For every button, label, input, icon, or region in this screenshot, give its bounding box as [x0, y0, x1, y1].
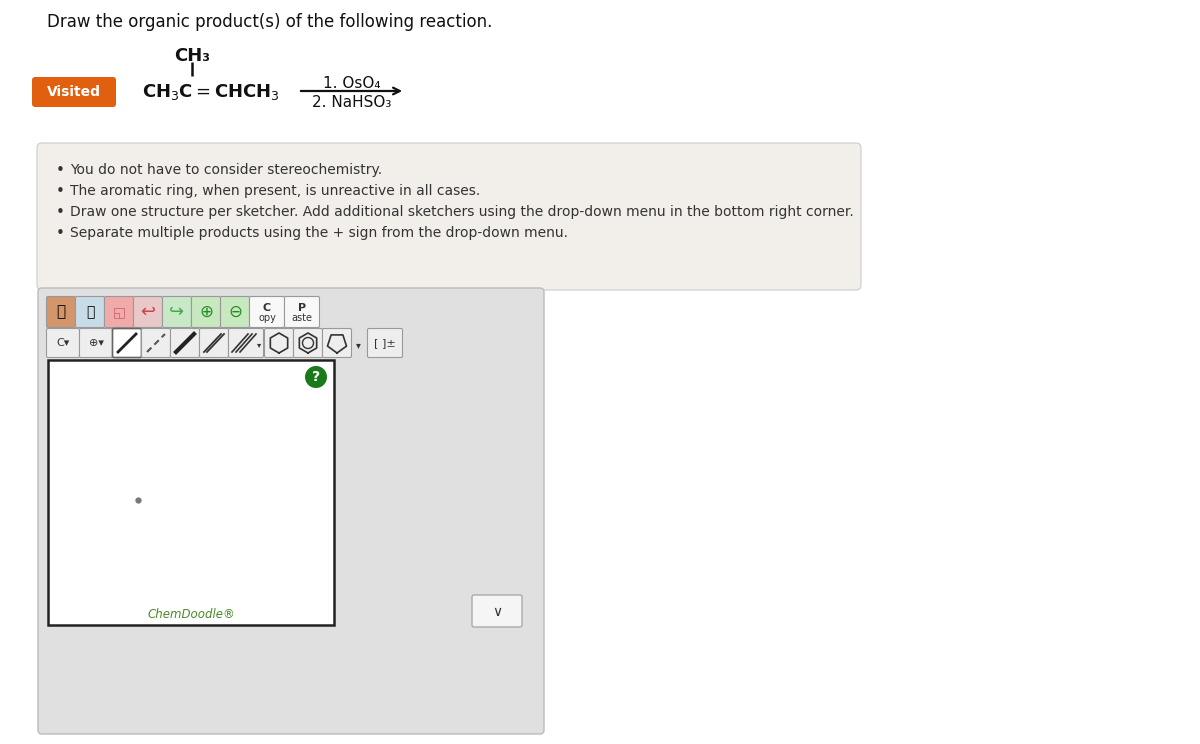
Text: Separate multiple products using the + sign from the drop-down menu.: Separate multiple products using the + s… [70, 226, 568, 240]
FancyBboxPatch shape [199, 329, 228, 358]
FancyBboxPatch shape [250, 297, 284, 327]
FancyBboxPatch shape [104, 297, 133, 327]
Text: P: P [298, 303, 306, 313]
FancyBboxPatch shape [472, 595, 522, 627]
FancyBboxPatch shape [47, 297, 76, 327]
FancyBboxPatch shape [170, 329, 199, 358]
Text: •: • [55, 162, 65, 178]
FancyBboxPatch shape [76, 297, 104, 327]
FancyBboxPatch shape [284, 297, 319, 327]
Bar [48, 360, 334, 625]
FancyBboxPatch shape [142, 329, 170, 358]
FancyBboxPatch shape [38, 288, 544, 734]
FancyBboxPatch shape [294, 329, 323, 358]
FancyBboxPatch shape [162, 297, 192, 327]
Text: opy: opy [258, 313, 276, 323]
FancyBboxPatch shape [37, 143, 862, 290]
Text: ⊕: ⊕ [199, 303, 212, 321]
Text: •: • [55, 225, 65, 240]
Text: C▾: C▾ [56, 338, 70, 348]
Text: Visited: Visited [47, 85, 101, 99]
Text: ✋: ✋ [56, 304, 66, 319]
FancyBboxPatch shape [47, 329, 79, 358]
Text: ∨: ∨ [492, 605, 502, 619]
FancyBboxPatch shape [113, 329, 142, 358]
Text: •: • [55, 205, 65, 219]
FancyBboxPatch shape [228, 329, 264, 358]
Text: 1. OsO₄: 1. OsO₄ [323, 76, 380, 91]
Text: ▾: ▾ [355, 340, 360, 350]
Text: You do not have to consider stereochemistry.: You do not have to consider stereochemis… [70, 163, 382, 177]
FancyBboxPatch shape [323, 329, 352, 358]
Text: [ ]±: [ ]± [374, 338, 396, 348]
Text: CH$_3$C$=$CHCH$_3$: CH$_3$C$=$CHCH$_3$ [142, 82, 280, 102]
Text: Draw the organic product(s) of the following reaction.: Draw the organic product(s) of the follo… [47, 13, 492, 31]
FancyBboxPatch shape [264, 329, 294, 358]
FancyBboxPatch shape [221, 297, 250, 327]
Text: ?: ? [312, 370, 320, 384]
Text: ChemDoodle®: ChemDoodle® [148, 609, 235, 621]
Text: ◱: ◱ [113, 305, 126, 319]
FancyBboxPatch shape [192, 297, 221, 327]
Text: 2. NaHSO₃: 2. NaHSO₃ [312, 95, 391, 110]
Text: ↪: ↪ [169, 303, 185, 321]
Text: 🧴: 🧴 [86, 305, 94, 319]
Text: The aromatic ring, when present, is unreactive in all cases.: The aromatic ring, when present, is unre… [70, 184, 480, 198]
Text: ↩: ↩ [140, 303, 156, 321]
Text: Draw one structure per sketcher. Add additional sketchers using the drop-down me: Draw one structure per sketcher. Add add… [70, 205, 853, 219]
Text: ⊖: ⊖ [228, 303, 242, 321]
Text: C: C [263, 303, 271, 313]
FancyBboxPatch shape [133, 297, 162, 327]
Circle shape [305, 366, 326, 388]
FancyBboxPatch shape [32, 77, 116, 107]
Text: ▾: ▾ [257, 341, 262, 350]
Text: aste: aste [292, 313, 312, 323]
Text: ⊕▾: ⊕▾ [89, 338, 103, 348]
FancyBboxPatch shape [79, 329, 113, 358]
Text: CH₃: CH₃ [174, 47, 210, 65]
Text: •: • [55, 184, 65, 199]
FancyBboxPatch shape [367, 329, 402, 358]
